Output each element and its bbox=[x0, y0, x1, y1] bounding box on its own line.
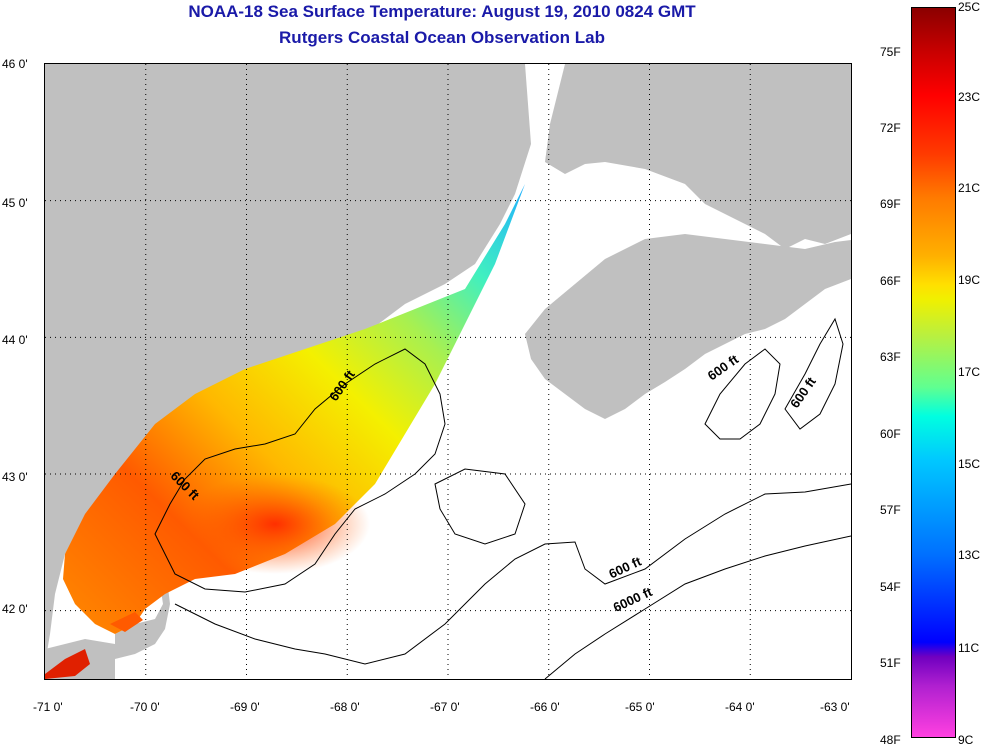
sst-map bbox=[45, 64, 851, 679]
lat-label: 43 0' bbox=[2, 470, 28, 484]
contour-600-gulf bbox=[154, 348, 446, 593]
land-new-england bbox=[45, 64, 531, 664]
lon-label: -65 0' bbox=[625, 700, 655, 714]
colorbar-c-label: 23C bbox=[958, 90, 981, 104]
lon-label: -66 0' bbox=[530, 700, 560, 714]
contour-600-shelf bbox=[174, 483, 851, 665]
colorbar-c-label: 25C bbox=[958, 0, 981, 14]
lat-label: 42 0' bbox=[2, 602, 28, 616]
contour-600-ns-1 bbox=[704, 348, 781, 440]
sst-cape-patch bbox=[110, 612, 143, 632]
map-title: NOAA-18 Sea Surface Temperature: August … bbox=[188, 2, 696, 21]
colorbar-f-label: 72F bbox=[880, 121, 901, 135]
bathymetry-contours bbox=[154, 317, 851, 679]
colorbar-c-label: 19C bbox=[958, 273, 981, 287]
colorbar-f-label: 69F bbox=[880, 197, 901, 211]
land-new-brunswick bbox=[545, 64, 851, 249]
colorbar-c-label: 15C bbox=[958, 457, 981, 471]
colorbar-f-label: 48F bbox=[880, 733, 901, 747]
colorbar-f-label: 51F bbox=[880, 656, 901, 670]
sst-warm-core bbox=[180, 474, 370, 574]
lon-label: -68 0' bbox=[330, 700, 360, 714]
lon-label: -70 0' bbox=[130, 700, 160, 714]
lat-label: 44 0' bbox=[2, 333, 28, 347]
lon-label: -67 0' bbox=[430, 700, 460, 714]
contour-600-ns-2 bbox=[784, 317, 844, 430]
lon-label: -63 0' bbox=[820, 700, 850, 714]
sst-swath bbox=[45, 184, 525, 679]
colorbar-c-label: 17C bbox=[958, 365, 981, 379]
colorbar-f-label: 57F bbox=[880, 503, 901, 517]
lon-label: -69 0' bbox=[230, 700, 260, 714]
colorbar-f-label: 63F bbox=[880, 350, 901, 364]
map-area bbox=[44, 63, 852, 680]
colorbar-c-label: 9C bbox=[958, 733, 974, 747]
contour-georges bbox=[434, 468, 526, 545]
colorbar-f-label: 66F bbox=[880, 274, 901, 288]
temperature-colorbar bbox=[911, 7, 956, 738]
sst-swath-fill bbox=[63, 184, 525, 634]
colorbar-f-label: 75F bbox=[880, 45, 901, 59]
land-nova-scotia bbox=[525, 234, 851, 419]
lon-label: -71 0' bbox=[33, 700, 63, 714]
map-subtitle: Rutgers Coastal Ocean Observation Lab bbox=[279, 28, 605, 47]
colorbar-f-label: 54F bbox=[880, 580, 901, 594]
lat-label: 46 0' bbox=[2, 57, 28, 71]
colorbar-c-label: 11C bbox=[958, 641, 980, 655]
lon-label: -64 0' bbox=[725, 700, 755, 714]
land-cape-cod bbox=[115, 579, 170, 659]
colorbar-c-label: 21C bbox=[958, 181, 981, 195]
colorbar-f-label: 60F bbox=[880, 427, 901, 441]
lat-label: 45 0' bbox=[2, 196, 28, 210]
sst-south-patch bbox=[45, 649, 90, 679]
colorbar-c-label: 13C bbox=[958, 548, 981, 562]
contour-6000 bbox=[544, 535, 851, 679]
